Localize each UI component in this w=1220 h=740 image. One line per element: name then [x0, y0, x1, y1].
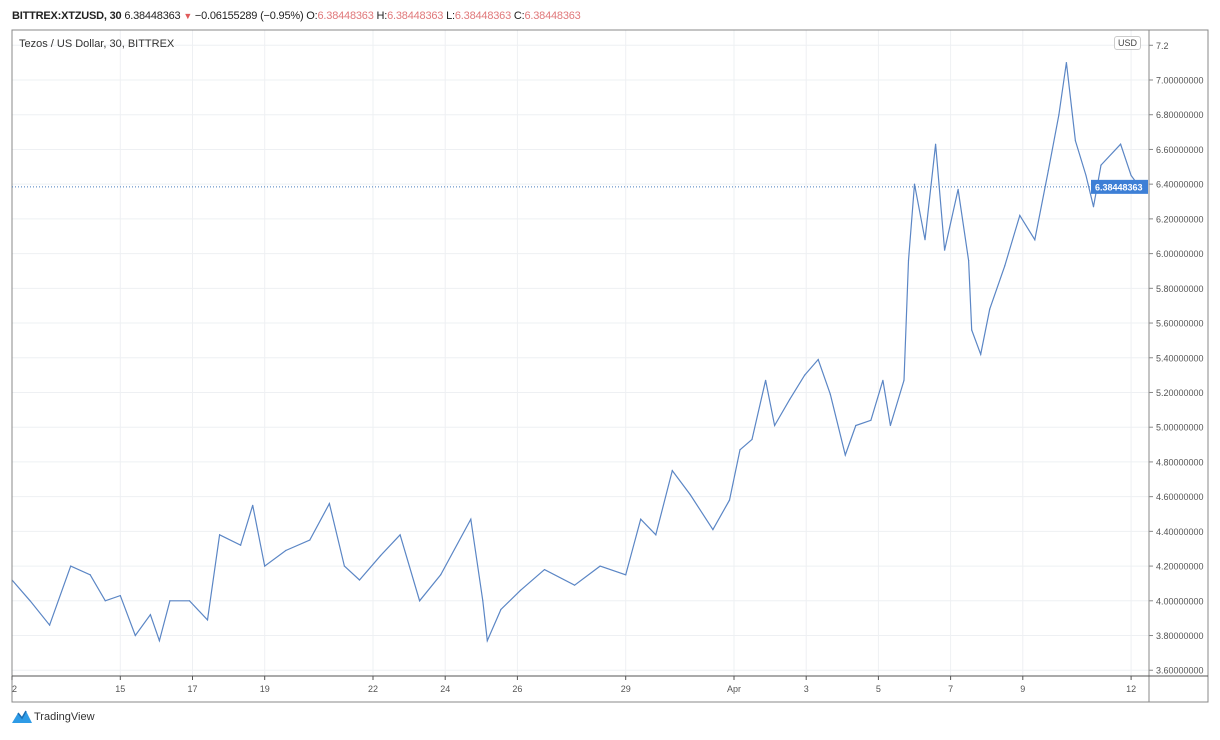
- open-label: O:: [306, 10, 318, 22]
- x-tick-label: 3: [804, 684, 809, 694]
- high-label: H:: [376, 10, 388, 22]
- currency-badge[interactable]: USD: [1114, 36, 1142, 50]
- y-tick-label: 6.00000000: [1156, 249, 1204, 259]
- y-tick-label: 7.00000000: [1156, 76, 1204, 86]
- y-tick-label: 5.40000000: [1156, 353, 1204, 363]
- y-tick-label: 4.20000000: [1156, 562, 1204, 572]
- x-tick-label: 29: [621, 684, 631, 694]
- x-tick-label: 24: [440, 684, 450, 694]
- last-price: 6.38448363: [124, 10, 181, 22]
- ohlc-legend: BITTREX:XTZUSD, 30 6.38448363 ▼ −0.06155…: [12, 10, 581, 22]
- brand-name: TradingView: [34, 711, 95, 723]
- y-tick-label: 4.00000000: [1156, 596, 1204, 606]
- x-tick-label: 26: [512, 684, 522, 694]
- x-tick-label: 7: [948, 684, 953, 694]
- high-value: 6.38448363: [387, 10, 444, 22]
- current-price-label-bg: [1091, 179, 1148, 194]
- x-tick-label: 22: [368, 684, 378, 694]
- y-tick-label: 5.00000000: [1156, 423, 1204, 433]
- price-change: −0.06155289 (−0.95%): [194, 10, 304, 22]
- current-price-label: 6.38448363: [1095, 182, 1143, 192]
- low-label: L:: [446, 10, 455, 22]
- y-tick-label: 3.60000000: [1156, 666, 1204, 676]
- price-line: [11, 62, 1141, 643]
- y-tick-label: 4.60000000: [1156, 492, 1204, 502]
- y-tick-label: 4.40000000: [1156, 527, 1204, 537]
- x-tick-label: 17: [187, 684, 197, 694]
- tradingview-logo-icon: [12, 710, 32, 723]
- axes: 7.2 7.00000000 6.80000000 6.60000000 6.40000…: [11, 29, 1209, 703]
- x-tick-label: 2: [12, 684, 17, 694]
- x-tick-label: 12: [1126, 684, 1136, 694]
- y-tick-label: 6.40000000: [1156, 180, 1204, 190]
- chart-title: Tezos / US Dollar, 30, BITTREX: [19, 38, 175, 50]
- x-tick-label: Apr: [727, 684, 741, 694]
- y-tick-label: 6.20000000: [1156, 214, 1204, 224]
- y-tick-label: 5.80000000: [1156, 284, 1204, 294]
- symbol-label: BITTREX:XTZUSD, 30: [12, 10, 122, 22]
- y-tick-label: 6.80000000: [1156, 110, 1204, 120]
- y-tick-label: 5.60000000: [1156, 319, 1204, 329]
- tradingview-logo[interactable]: TradingView: [12, 710, 95, 724]
- x-tick-label: 5: [876, 684, 881, 694]
- x-tick-label: 9: [1020, 684, 1025, 694]
- y-tick-label: 7.2: [1156, 41, 1169, 51]
- x-tick-label: 19: [260, 684, 270, 694]
- close-label: C:: [513, 10, 525, 22]
- low-value: 6.38448363: [454, 10, 511, 22]
- grid: [11, 30, 1149, 676]
- y-tick-label: 3.80000000: [1156, 631, 1204, 641]
- triangle-down-icon: ▼: [183, 11, 193, 21]
- x-tick-label: 15: [115, 684, 125, 694]
- y-tick-label: 4.80000000: [1156, 457, 1204, 467]
- y-tick-label: 6.60000000: [1156, 145, 1204, 155]
- close-value: 6.38448363: [524, 10, 581, 22]
- open-value: 6.38448363: [317, 10, 374, 22]
- y-tick-label: 5.20000000: [1156, 388, 1204, 398]
- chart-frame: [11, 29, 1209, 703]
